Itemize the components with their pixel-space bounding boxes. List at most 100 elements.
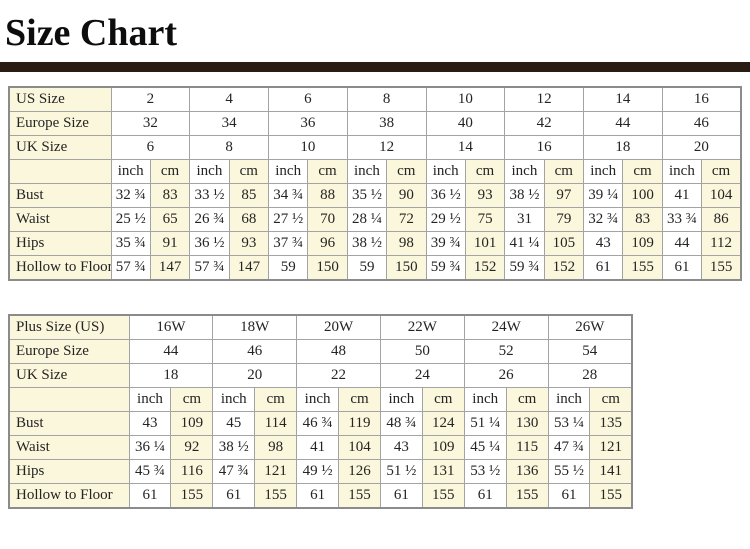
measure-cell: 109	[622, 230, 663, 256]
unit-cell: inch	[504, 158, 545, 184]
measure-cell: 83	[149, 182, 191, 208]
regular-size-table: US Size 2 4 6 8 10 12 14 16 Europe Size …	[8, 85, 742, 281]
measure-cell: 26 ¾	[189, 206, 230, 232]
measure-cell: 37 ¾	[267, 230, 309, 256]
measure-cell: 98	[386, 230, 427, 256]
size-cell: 14	[425, 134, 506, 160]
size-cell: 6	[110, 134, 191, 160]
row-label: UK Size	[8, 362, 130, 388]
measure-cell: 61	[379, 482, 423, 509]
size-cell: 20W	[296, 314, 381, 340]
measure-cell: 36 ¼	[128, 434, 172, 460]
unit-cell: inch	[267, 158, 309, 184]
measure-cell: 155	[338, 482, 381, 509]
unit-cell: inch	[425, 158, 466, 184]
measure-cell: 92	[170, 434, 214, 460]
size-cell: 10	[268, 134, 348, 160]
unit-header-row: inch cm inch cm inch cm inch cm inch cm …	[8, 158, 742, 184]
size-cell: 8	[346, 86, 427, 112]
unit-cell: cm	[386, 158, 427, 184]
measure-cell: 109	[170, 410, 214, 436]
measure-cell: 152	[543, 254, 585, 281]
measure-cell: 155	[701, 254, 742, 281]
size-cell: 4	[189, 86, 269, 112]
measure-cell: 86	[701, 206, 742, 232]
size-cell: 22W	[379, 314, 465, 340]
measure-cell: 43	[582, 230, 624, 256]
row-label: Hollow to Floor	[8, 254, 112, 281]
measure-cell: 51 ¼	[463, 410, 507, 436]
size-cell: 18	[583, 134, 663, 160]
size-cell: 52	[463, 338, 549, 364]
measure-cell: 36 ½	[189, 230, 230, 256]
unit-cell: cm	[464, 158, 506, 184]
measure-cell: 46 ¾	[296, 410, 340, 436]
size-cell: 32	[110, 110, 191, 136]
measure-cell: 100	[622, 182, 663, 208]
measure-cell: 38 ½	[212, 434, 256, 460]
size-cell: 2	[110, 86, 191, 112]
measure-cell: 155	[254, 482, 298, 509]
measure-cell: 147	[149, 254, 191, 281]
measure-cell: 119	[338, 410, 381, 436]
unit-cell: cm	[149, 158, 191, 184]
title-divider-bar	[0, 61, 750, 72]
measure-cell: 155	[421, 482, 465, 509]
size-cell: 16	[661, 86, 742, 112]
size-cell: 18W	[212, 314, 298, 340]
size-cell: 40	[425, 110, 506, 136]
measure-cell: 31	[504, 206, 545, 232]
unit-header-row: inch cm inch cm inch cm inch cm inch cm …	[8, 386, 633, 412]
size-cell: 14	[583, 86, 663, 112]
row-label: Europe Size	[8, 338, 130, 364]
measure-cell: 126	[338, 458, 381, 484]
measure-cell: 104	[338, 434, 381, 460]
measure-cell: 68	[228, 206, 270, 232]
measure-cell: 59	[346, 254, 388, 281]
unit-cell: inch	[189, 158, 230, 184]
measure-cell: 43	[379, 434, 423, 460]
measure-cell: 150	[307, 254, 348, 281]
measure-cell: 61	[661, 254, 703, 281]
table-row: Hips 45 ¾ 116 47 ¾ 121 49 ½ 126 51 ½ 131…	[8, 458, 633, 484]
table-row: Hips 35 ¾ 91 36 ½ 93 37 ¾ 96 38 ½ 98 39 …	[8, 230, 742, 256]
measure-cell: 85	[228, 182, 270, 208]
measure-cell: 104	[701, 182, 742, 208]
row-label: Plus Size (US)	[8, 314, 130, 340]
measure-cell: 32 ¾	[582, 206, 624, 232]
size-cell: 24W	[463, 314, 549, 340]
measure-cell: 53 ½	[463, 458, 507, 484]
size-cell: 12	[346, 134, 427, 160]
measure-cell: 33 ½	[189, 182, 230, 208]
measure-cell: 121	[254, 458, 298, 484]
table-row: Bust 43 109 45 114 46 ¾ 119 48 ¾ 124 51 …	[8, 410, 633, 436]
unit-cell: inch	[379, 386, 423, 412]
row-label: UK Size	[8, 134, 112, 160]
size-cell: 24	[379, 362, 465, 388]
measure-cell: 32 ¾	[110, 182, 151, 208]
row-label: Hips	[8, 458, 130, 484]
measure-cell: 115	[505, 434, 549, 460]
unit-cell: cm	[254, 386, 298, 412]
unit-cell: cm	[505, 386, 549, 412]
measure-cell: 61	[128, 482, 172, 509]
table-row: Europe Size 44 46 48 50 52 54	[8, 338, 633, 364]
measure-cell: 93	[228, 230, 270, 256]
measure-cell: 90	[386, 182, 427, 208]
measure-cell: 98	[254, 434, 298, 460]
size-cell: 50	[379, 338, 465, 364]
measure-cell: 36 ½	[425, 182, 466, 208]
measure-cell: 41	[296, 434, 340, 460]
measure-cell: 57 ¾	[110, 254, 151, 281]
row-label: Bust	[8, 182, 112, 208]
measure-cell: 96	[307, 230, 348, 256]
unit-cell: cm	[701, 158, 742, 184]
unit-cell: cm	[228, 158, 270, 184]
size-cell: 26W	[547, 314, 633, 340]
row-label: Waist	[8, 434, 130, 460]
table-row: US Size 2 4 6 8 10 12 14 16	[8, 86, 742, 112]
unit-cell: inch	[463, 386, 507, 412]
measure-cell: 97	[543, 182, 585, 208]
size-cell: 26	[463, 362, 549, 388]
size-cell: 16	[504, 134, 584, 160]
